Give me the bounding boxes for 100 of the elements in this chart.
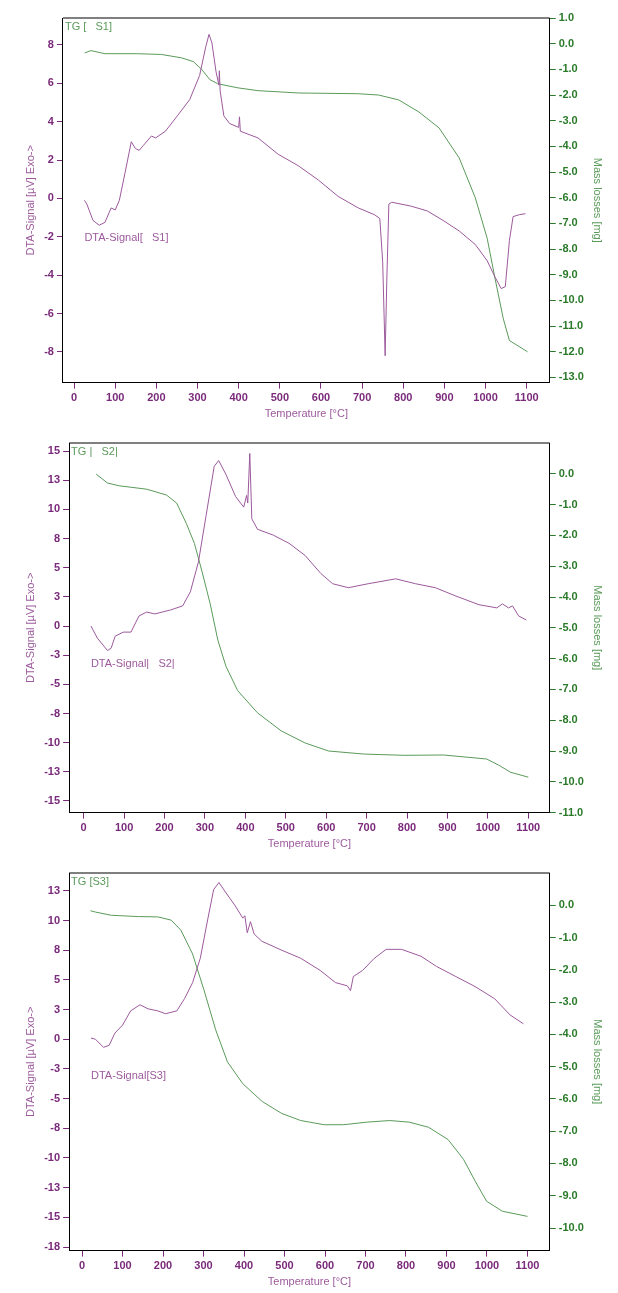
x-tick-label: 600 xyxy=(315,1259,335,1272)
x-tick-label: 200 xyxy=(155,821,174,834)
y2-tick-label: -2.0 xyxy=(558,528,578,541)
y-tick-label: 2 xyxy=(47,153,54,166)
y2-tick-label: -7.0 xyxy=(558,1124,578,1137)
y2-axis-title: Mass losses [mg] xyxy=(592,585,605,671)
x-axis-title: Temperature [°C] xyxy=(267,1275,352,1288)
y-tick-label: 0 xyxy=(53,619,61,632)
x-tick-label: 1100 xyxy=(515,1259,540,1272)
x-tick-label: 500 xyxy=(275,1259,294,1272)
y2-tick-label: -4.0 xyxy=(558,1027,578,1040)
y-tick-label: 13 xyxy=(47,473,61,486)
x-tick-label: 600 xyxy=(317,821,336,834)
y-tick-label: -4 xyxy=(44,268,55,281)
y2-tick-label: 0.0 xyxy=(558,466,575,479)
y2-tick-label: -3.0 xyxy=(558,559,578,572)
y-tick-label: 4 xyxy=(47,114,55,127)
x-tick-label: 0 xyxy=(71,391,78,404)
y-tick-label: -15 xyxy=(44,1210,61,1223)
y-tick-label: 15 xyxy=(47,444,61,457)
y2-tick-label: -13.0 xyxy=(558,370,584,383)
y2-tick-label: -2.0 xyxy=(558,962,578,975)
x-tick-label: 700 xyxy=(352,391,372,404)
y2-tick-label: -8.0 xyxy=(558,1156,578,1169)
y-tick-label: -10 xyxy=(44,735,61,748)
y2-tick-label: -1.0 xyxy=(558,62,578,75)
x-tick-label: 200 xyxy=(147,391,166,404)
y2-tick-label: -9.0 xyxy=(558,267,578,280)
y2-tick-label: -10.0 xyxy=(558,1221,584,1234)
y-tick-label: -10 xyxy=(44,1151,61,1164)
y2-tick-label: -6.0 xyxy=(558,651,578,664)
series-label: DTA-Signal| S2| xyxy=(90,656,175,669)
x-tick-label: 700 xyxy=(356,1259,375,1272)
y2-tick-label: -5.0 xyxy=(558,165,578,178)
y2-tick-label: -3.0 xyxy=(558,113,578,126)
y2-tick-label: -12.0 xyxy=(558,344,584,357)
x-tick-label: 500 xyxy=(270,391,289,404)
x-tick-label: 300 xyxy=(195,821,215,834)
y2-tick-label: -3.0 xyxy=(558,995,578,1008)
x-tick-label: 1100 xyxy=(514,391,539,404)
series-label: DTA-Signal[ S1] xyxy=(84,230,169,243)
y-tick-label: 13 xyxy=(47,883,61,896)
x-tick-label: 400 xyxy=(236,821,255,834)
y2-tick-label: -2.0 xyxy=(558,88,578,101)
y2-tick-label: -1.0 xyxy=(558,497,578,510)
y2-tick-label: -4.0 xyxy=(558,139,578,152)
x-tick-label: 500 xyxy=(276,821,295,834)
x-tick-label: 100 xyxy=(106,391,125,404)
y-tick-label: 10 xyxy=(47,913,61,926)
y-tick-label: -5 xyxy=(50,1091,61,1104)
y-tick-label: -8 xyxy=(50,706,61,719)
y-tick-label: -13 xyxy=(44,764,61,777)
y2-tick-label: -5.0 xyxy=(558,620,578,633)
x-tick-label: 900 xyxy=(437,1259,456,1272)
x-tick-label: 800 xyxy=(394,391,413,404)
x-tick-label: 1000 xyxy=(473,391,498,404)
text: TG [S3] xyxy=(71,874,109,887)
y2-tick-label: -9.0 xyxy=(558,744,578,757)
y2-tick-label: -6.0 xyxy=(558,190,578,203)
y-tick-label: 3 xyxy=(53,589,61,602)
y-tick-label: 6 xyxy=(47,76,54,89)
x-tick-label: 400 xyxy=(234,1259,254,1272)
y2-tick-label: -11.0 xyxy=(558,805,584,818)
y2-tick-label: 0.0 xyxy=(558,898,575,911)
y2-tick-label: -7.0 xyxy=(558,216,578,229)
y-tick-label: 3 xyxy=(53,1002,61,1015)
y-tick-label: 5 xyxy=(53,972,61,985)
text: TG [ S1] xyxy=(64,19,113,32)
x-axis-title: Temperature [°C] xyxy=(267,837,352,850)
y-tick-label: 10 xyxy=(47,502,61,515)
y2-tick-label: -5.0 xyxy=(558,1059,578,1072)
text: DTA-Signal[S3] xyxy=(90,1068,166,1081)
x-tick-label: 100 xyxy=(114,821,134,834)
x-tick-label: 800 xyxy=(396,1259,416,1272)
x-axis-title: Temperature [°C] xyxy=(264,407,348,420)
y2-tick-label: -1.0 xyxy=(558,930,578,943)
x-tick-label: 300 xyxy=(188,391,207,404)
text: TG | S2| xyxy=(71,444,118,457)
x-tick-label: 300 xyxy=(194,1259,213,1272)
y-tick-label: 0 xyxy=(53,1032,61,1045)
y-tick-label: -2 xyxy=(44,229,54,242)
y2-tick-label: -10.0 xyxy=(558,293,584,306)
y-tick-label: -8 xyxy=(44,344,54,357)
y-axis-title: DTA-Signal [µV] Exo-> xyxy=(23,572,36,683)
y-tick-label: 8 xyxy=(53,531,61,544)
y-tick-label: 8 xyxy=(47,37,54,50)
y2-tick-label: -8.0 xyxy=(558,713,578,726)
y-tick-label: 5 xyxy=(53,560,61,573)
y2-tick-label: -4.0 xyxy=(558,590,578,603)
y2-tick-label: 0.0 xyxy=(558,36,575,49)
x-tick-label: 0 xyxy=(78,1259,86,1272)
y-tick-label: -6 xyxy=(44,306,54,319)
x-tick-label: 400 xyxy=(229,391,248,404)
x-tick-label: 100 xyxy=(113,1259,132,1272)
y2-tick-label: -10.0 xyxy=(558,774,584,787)
x-tick-label: 1000 xyxy=(474,1259,500,1272)
y-tick-label: -3 xyxy=(50,1061,61,1074)
x-tick-label: 800 xyxy=(397,821,417,834)
y2-tick-label: -6.0 xyxy=(558,1091,578,1104)
y-tick-label: -3 xyxy=(50,648,61,661)
